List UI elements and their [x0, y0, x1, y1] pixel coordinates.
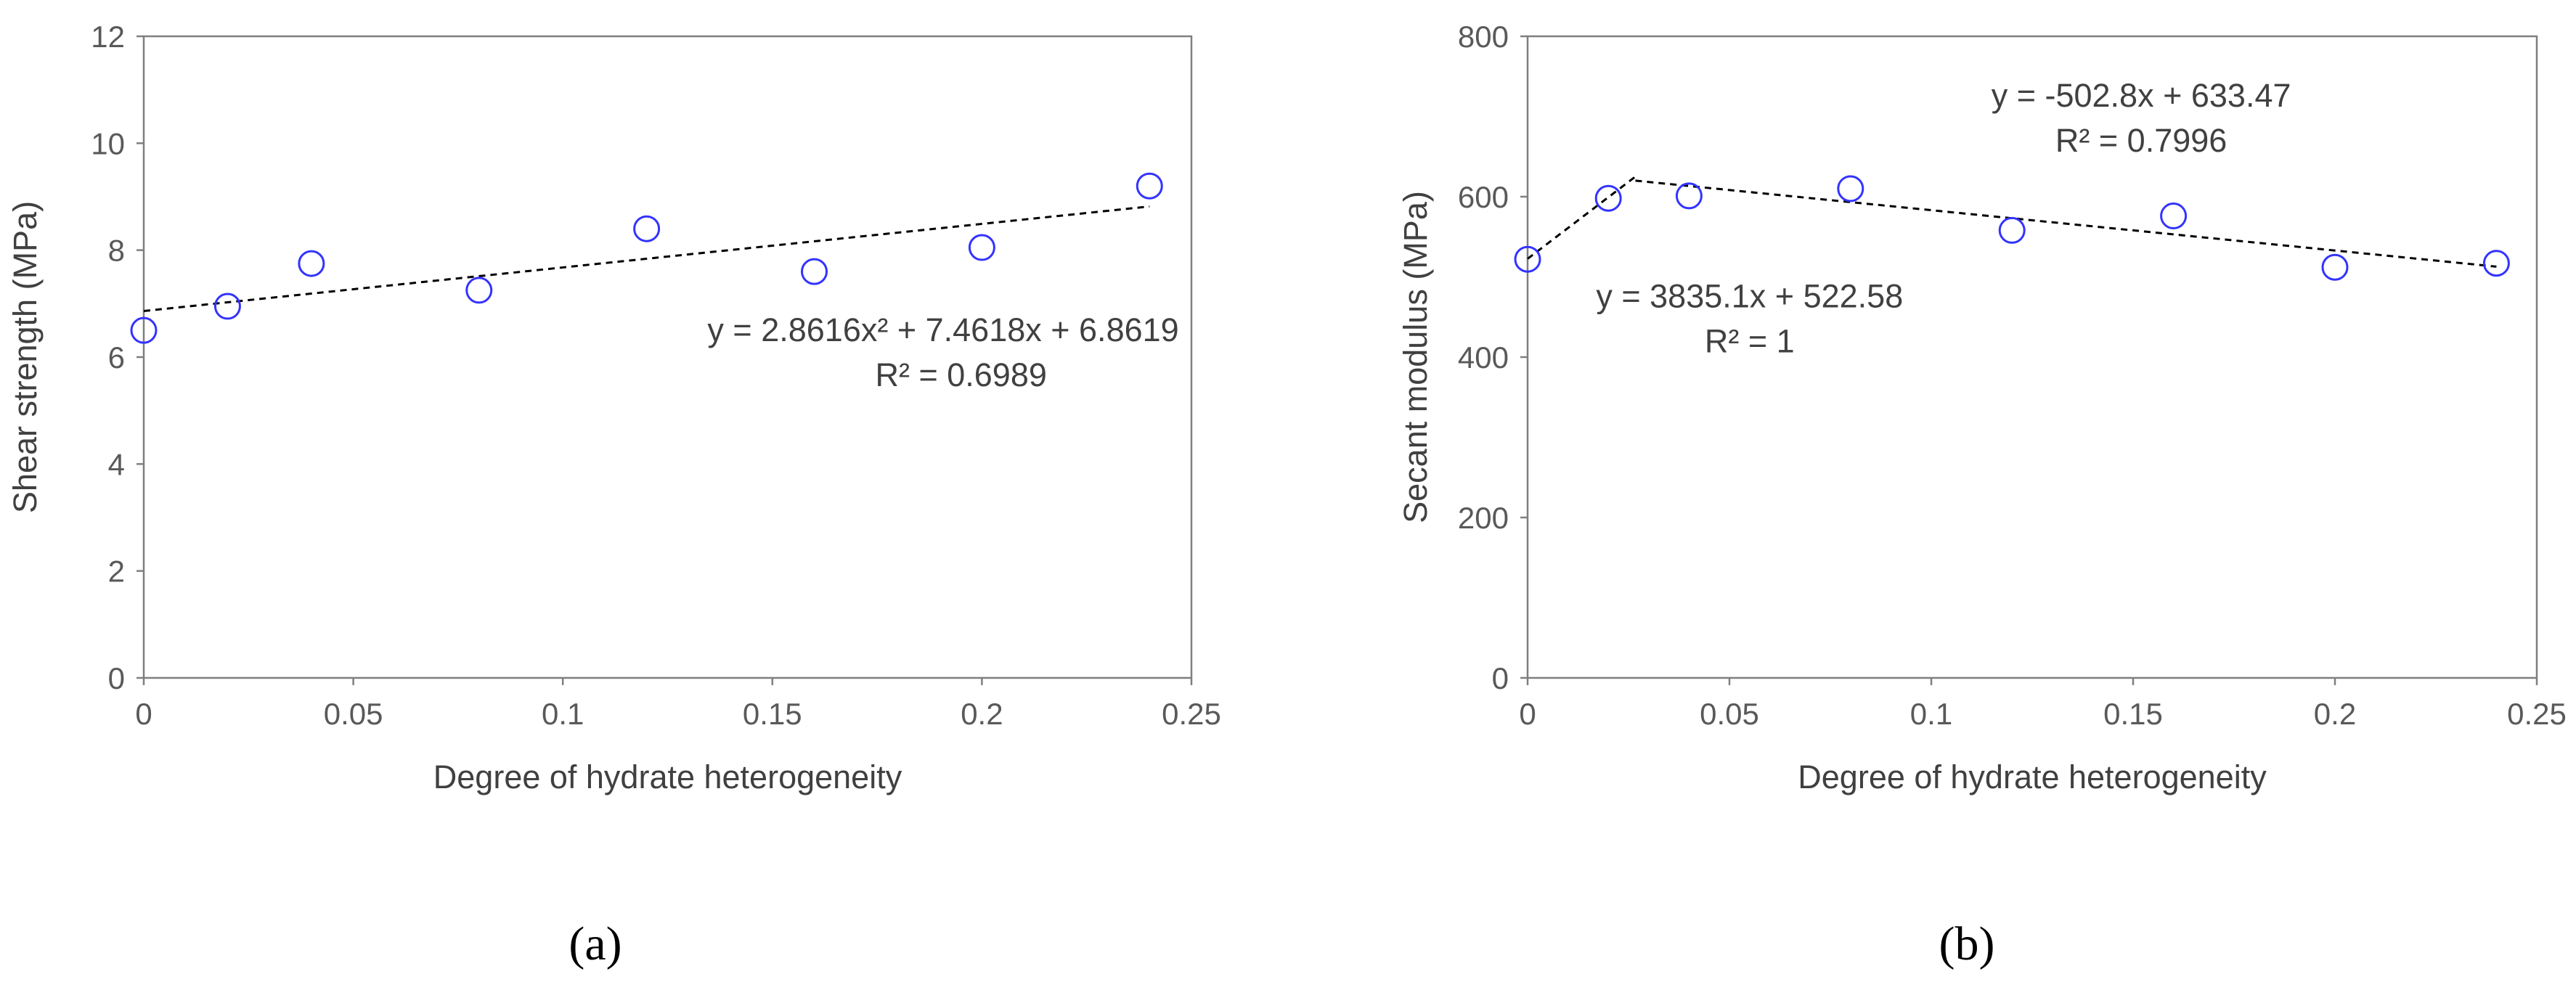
equation-annotation: y = -502.8x + 633.47	[1992, 77, 2291, 114]
equation-annotation: R² = 0.6989	[875, 356, 1046, 393]
x-tick-label: 0.25	[2507, 697, 2567, 731]
chart-panel-b: 0 0.05 0.1 0.15 0.2 0.25 0 200 400 600 800 Degree o…	[1397, 20, 2567, 970]
y-axis-title: Shear strength (MPa)	[7, 201, 44, 513]
trendline	[1635, 179, 2497, 268]
chart-panel-a: 0 0.05 0.1 0.15 0.2 0.25 0 2 4 6 8 10 12 Degree of hy…	[7, 20, 1221, 970]
panel-label: (a)	[568, 917, 621, 970]
y-tick-label: 600	[1458, 180, 1509, 214]
data-point	[1998, 216, 2026, 244]
data-point	[968, 234, 995, 261]
x-tick-label: 0.05	[324, 697, 383, 731]
y-tick-label: 8	[108, 234, 125, 268]
trendline	[1527, 176, 1637, 260]
x-tick-label: 0.2	[961, 697, 1003, 731]
data-point	[130, 316, 158, 344]
x-tick-label: 0.25	[1162, 697, 1221, 731]
x-tick-label: 0.2	[2314, 697, 2356, 731]
data-point	[801, 258, 828, 285]
data-point	[2482, 250, 2510, 277]
x-tick-label: 0.15	[743, 697, 802, 731]
y-tick-label: 6	[108, 340, 125, 375]
x-axis-title: Degree of hydrate heterogeneity	[1798, 758, 2267, 795]
data-point	[213, 292, 241, 320]
equation-annotation: R² = 0.7996	[2055, 122, 2227, 159]
y-tick-label: 10	[91, 126, 125, 160]
x-tick-label: 0.05	[1700, 697, 1759, 731]
x-tick-label: 0	[1519, 697, 1536, 731]
x-axis-title: Degree of hydrate heterogeneity	[433, 758, 902, 795]
data-point	[298, 250, 325, 277]
data-point	[633, 215, 661, 242]
data-point	[1675, 182, 1703, 210]
y-tick-label: 2	[108, 555, 125, 589]
plot-area-border	[1526, 35, 2538, 679]
y-tick-label: 0	[1492, 661, 1509, 695]
data-point	[1594, 184, 1622, 212]
data-point	[1837, 175, 1864, 202]
equation-annotation: y = 3835.1x + 522.58	[1596, 277, 1903, 314]
y-tick-label: 12	[91, 20, 125, 54]
x-tick-label: 0.1	[1910, 697, 1952, 731]
data-point	[1136, 172, 1163, 200]
y-tick-label: 200	[1458, 501, 1509, 535]
data-point	[1514, 245, 1541, 273]
data-point	[2321, 253, 2349, 281]
equation-annotation: y = 2.8616x² + 7.4618x + 6.8619	[707, 311, 1178, 348]
equation-annotation: R² = 1	[1705, 322, 1795, 359]
data-point	[465, 277, 493, 304]
trendline	[143, 205, 1150, 312]
x-tick-label: 0.1	[542, 697, 584, 731]
y-tick-label: 400	[1458, 340, 1509, 375]
y-tick-label: 800	[1458, 20, 1509, 54]
x-tick-label: 0.15	[2103, 697, 2163, 731]
y-axis-title: Secant modulus (MPa)	[1397, 191, 1434, 523]
x-tick-label: 0	[135, 697, 152, 731]
y-tick-label: 4	[108, 447, 125, 481]
panel-label: (b)	[1939, 917, 1995, 970]
y-tick-label: 0	[108, 661, 125, 695]
data-point	[2160, 202, 2188, 230]
